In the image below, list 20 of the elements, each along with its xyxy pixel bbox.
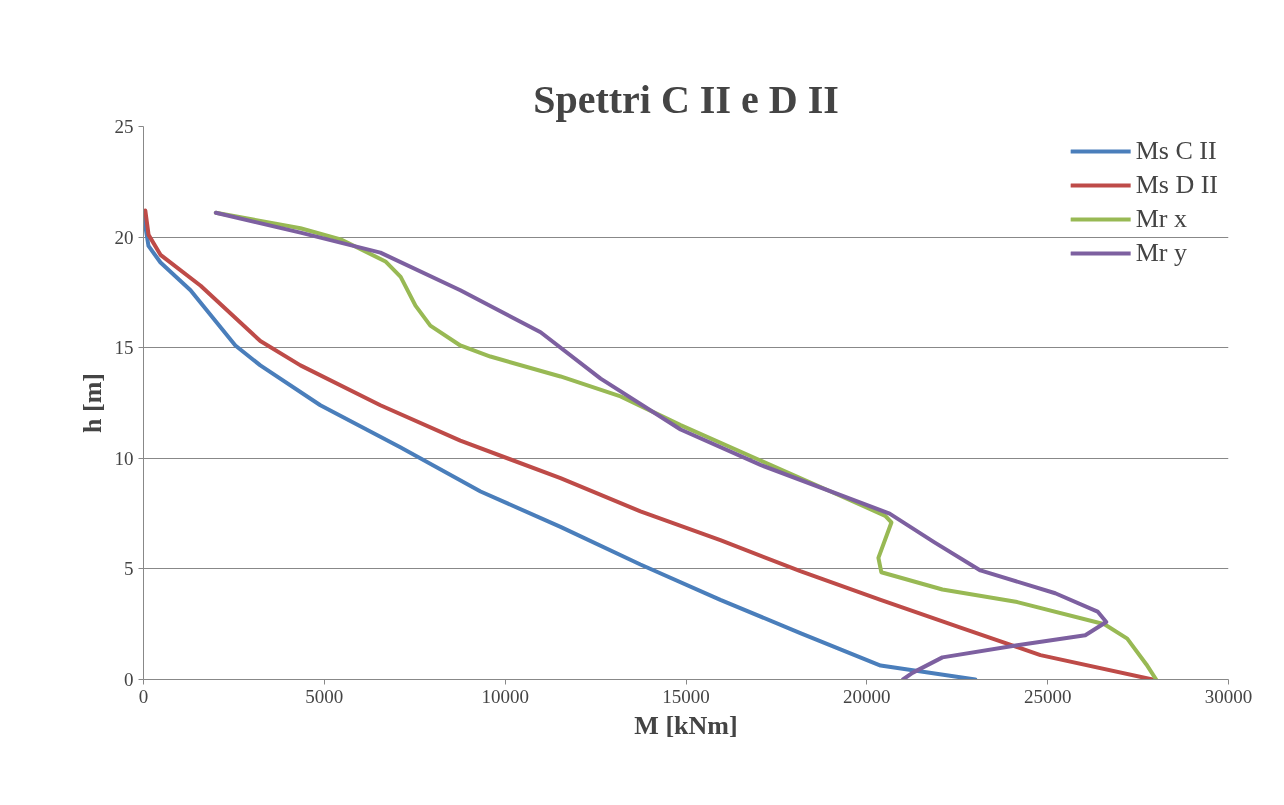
x-axis-title: M [kNm] — [634, 710, 738, 740]
legend-label: Mr y — [1135, 238, 1187, 268]
legend-label: Ms D II — [1135, 170, 1218, 200]
x-tick-label: 5000 — [305, 685, 344, 707]
y-tick-label: 15 — [114, 337, 134, 359]
x-tick-label: 30000 — [1204, 685, 1253, 707]
y-tick-label: 20 — [114, 226, 134, 248]
x-tick-label: 0 — [138, 685, 149, 707]
y-tick-label: 25 — [114, 116, 134, 137]
legend-label: Ms C II — [1135, 136, 1217, 166]
legend-label: Mr x — [1135, 204, 1187, 234]
x-tick-label: 25000 — [1023, 685, 1072, 707]
y-tick-label: 5 — [124, 558, 134, 580]
chart-title: Spettri C II e D II — [533, 76, 839, 122]
y-axis-title: h [m] — [77, 373, 107, 433]
x-tick-label: 15000 — [662, 685, 710, 707]
x-tick-label: 10000 — [481, 685, 529, 707]
y-tick-label: 10 — [114, 447, 134, 469]
x-tick-label: 20000 — [843, 685, 891, 707]
y-tick-label: 0 — [124, 669, 134, 690]
